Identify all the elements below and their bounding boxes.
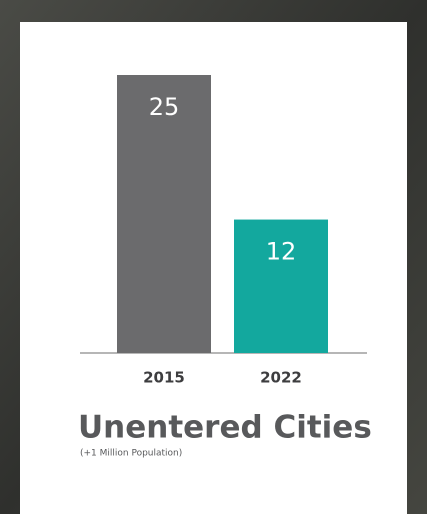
infographic: Unentered Cities (+1 Million Population)… [0,0,427,514]
value-label: 25 [149,93,180,121]
category-label: 2015 [143,369,185,387]
chart-title: Unentered Cities [78,410,372,446]
chart-subtitle: (+1 Million Population) [80,449,182,459]
value-label: 12 [266,238,297,266]
category-label: 2022 [260,369,302,387]
